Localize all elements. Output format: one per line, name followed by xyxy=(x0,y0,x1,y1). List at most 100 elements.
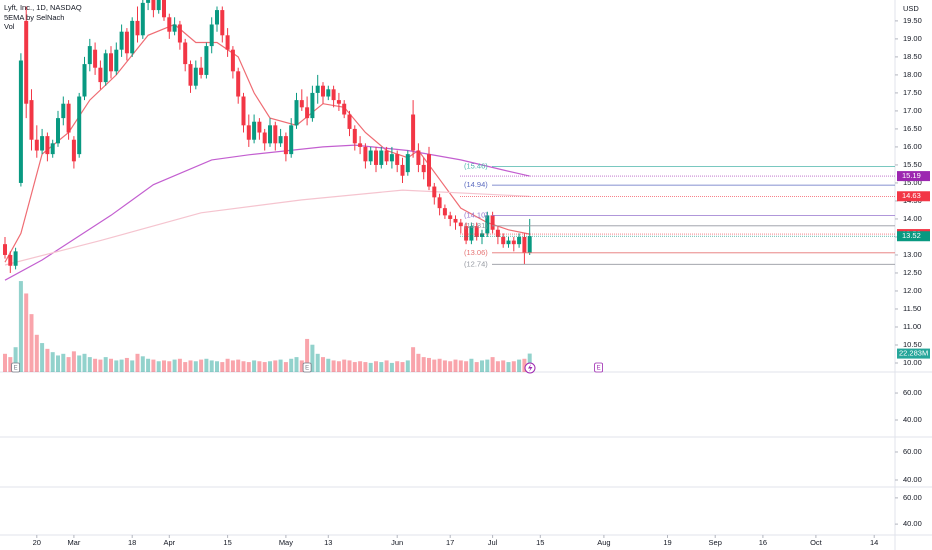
volume-bar xyxy=(347,360,352,372)
y-tick-label: 10.00 xyxy=(903,358,922,367)
earnings-marker-label: E xyxy=(305,366,309,372)
volume-bar xyxy=(135,353,140,372)
volume-bar xyxy=(29,314,34,372)
indicator-legend: Vol xyxy=(4,22,15,31)
candle-body xyxy=(24,20,29,104)
volume-bar xyxy=(109,358,113,372)
candle-body xyxy=(29,100,34,140)
candle-body xyxy=(252,121,257,140)
candle-body xyxy=(480,233,484,237)
volume-bar xyxy=(511,361,516,372)
volume-bar xyxy=(427,357,431,372)
volume-bar xyxy=(87,357,92,372)
volume-bar xyxy=(45,348,50,372)
volume-bar xyxy=(50,352,55,372)
candle-body xyxy=(310,92,315,119)
candle-body xyxy=(416,150,421,165)
volume-bar xyxy=(522,358,527,372)
y-tick-label: 11.00 xyxy=(903,322,921,331)
candle-body xyxy=(389,154,394,162)
candle-body xyxy=(427,154,431,187)
volume-bar xyxy=(495,361,500,372)
volume-bar xyxy=(469,358,474,372)
candle-body xyxy=(188,64,193,86)
pane-tick-label: 60.00 xyxy=(903,447,922,456)
candle-body xyxy=(442,208,447,216)
volume-bar xyxy=(156,361,161,372)
volume-badge-label: 22.283M xyxy=(899,349,928,358)
candle-body xyxy=(458,222,463,227)
candle-body xyxy=(34,139,39,151)
volume-bar xyxy=(411,347,416,372)
price-line-label: (12.74) xyxy=(464,259,488,268)
volume-bar xyxy=(506,362,511,372)
candle-body xyxy=(236,71,241,97)
currency[interactable]: USD xyxy=(903,4,919,13)
volume-bar xyxy=(384,360,389,372)
candle-body xyxy=(8,254,13,266)
volume-bar xyxy=(363,362,368,372)
volume-bar xyxy=(225,358,230,372)
symbol-title: Lyft, Inc., 1D, NASDAQ xyxy=(4,3,82,12)
candle-body xyxy=(45,136,50,155)
candle-body xyxy=(400,164,405,176)
volume-bar xyxy=(93,358,98,372)
candle-body xyxy=(209,24,214,47)
y-tick-label: 19.00 xyxy=(903,34,922,43)
price-badge-label: 13.52 xyxy=(902,231,921,240)
volume-bar xyxy=(490,357,495,372)
candle-body xyxy=(124,31,129,54)
candle-body xyxy=(135,20,140,36)
candle-body xyxy=(395,154,400,165)
candle-body xyxy=(215,10,219,25)
volume-bar xyxy=(140,356,145,372)
volume-bar xyxy=(336,361,341,372)
volume-bar xyxy=(71,351,76,372)
pane-tick-label: 40.00 xyxy=(903,415,922,424)
candle-body xyxy=(199,67,204,75)
candle-body xyxy=(167,17,172,32)
volume-bar xyxy=(162,360,166,372)
volume-bar xyxy=(315,353,320,372)
y-tick-label: 15.00 xyxy=(903,178,922,187)
candle-body xyxy=(448,215,453,219)
candle-body xyxy=(40,136,45,151)
earnings-marker[interactable] xyxy=(594,362,603,373)
candle-body xyxy=(119,31,124,50)
volume-bar xyxy=(40,343,45,372)
candle-body xyxy=(501,236,506,245)
candle-body xyxy=(241,96,246,126)
candle-body xyxy=(517,236,522,245)
earnings-marker-label: E xyxy=(14,366,18,372)
price-badge xyxy=(897,191,930,202)
ema-line xyxy=(4,23,530,263)
volume-bar xyxy=(379,362,384,372)
volume-bar xyxy=(236,359,241,372)
earnings-marker[interactable] xyxy=(11,362,21,373)
price-line-label: (15.46) xyxy=(464,161,488,170)
candle-body xyxy=(77,96,82,155)
candle-body xyxy=(109,53,113,72)
volume-bar xyxy=(262,362,267,372)
volume-bar xyxy=(326,358,331,372)
volume-bar xyxy=(188,360,193,372)
candle-body xyxy=(522,236,527,253)
volume-bar xyxy=(8,357,13,372)
candle-body xyxy=(432,186,437,198)
y-tick-label: 12.00 xyxy=(903,286,922,295)
dividend-icon xyxy=(528,364,533,372)
candle-body xyxy=(326,89,331,97)
candle-body xyxy=(268,125,272,144)
candle-body xyxy=(204,46,209,75)
candle-body xyxy=(278,136,283,144)
volume-bar xyxy=(215,361,219,372)
candle-body xyxy=(230,49,235,72)
volume-bar xyxy=(321,357,325,372)
earnings-marker[interactable] xyxy=(302,362,312,373)
x-tick-label: Sep xyxy=(709,538,722,547)
volume-bar xyxy=(352,362,357,372)
candle-body xyxy=(130,20,135,54)
candle-body xyxy=(437,197,442,209)
candle-body xyxy=(495,229,500,237)
